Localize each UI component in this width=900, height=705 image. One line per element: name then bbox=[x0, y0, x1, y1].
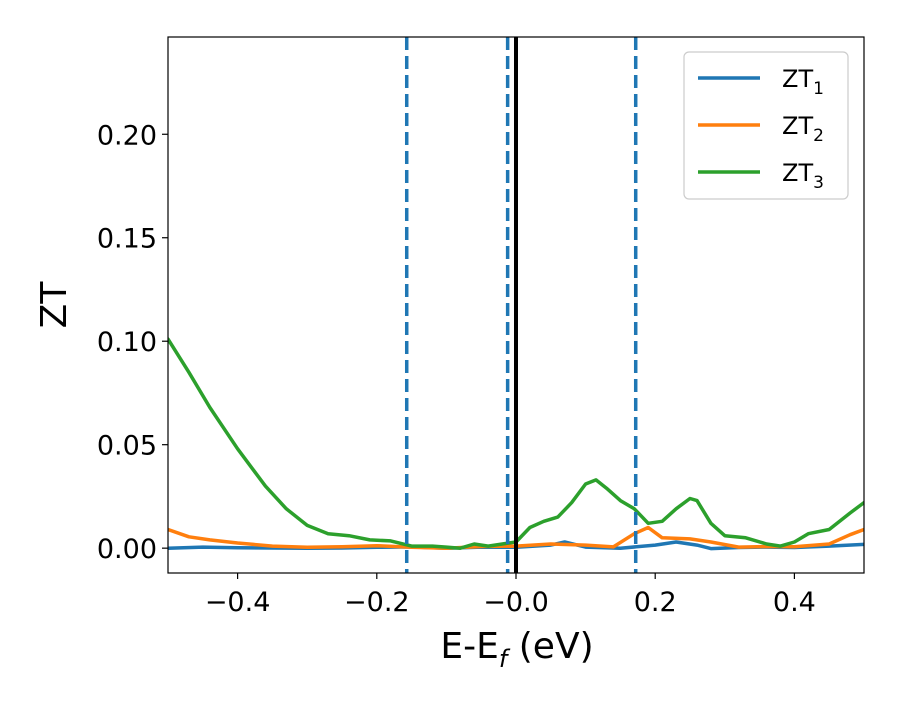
y-tick-label: 0.05 bbox=[97, 431, 157, 462]
x-tick-label: 0.4 bbox=[773, 587, 816, 618]
series-line-zt2 bbox=[168, 525, 864, 550]
x-axis: −0.4 −0.2 −0.0 0.2 0.4 bbox=[205, 573, 816, 618]
y-tick-label: 0.15 bbox=[97, 224, 157, 255]
legend-box bbox=[683, 51, 849, 200]
plot-area bbox=[168, 37, 864, 573]
x-tick-label: −0.2 bbox=[344, 587, 410, 618]
y-axis-title: ZT bbox=[34, 281, 75, 329]
x-axis-title-main: E-E bbox=[440, 626, 498, 667]
legend-label-zt3: ZT3 bbox=[782, 159, 824, 193]
x-tick-label: −0.4 bbox=[205, 587, 271, 618]
y-tick-label: 0.20 bbox=[97, 120, 157, 151]
x-tick-label: 0.2 bbox=[634, 587, 677, 618]
legend-label-zt1: ZT1 bbox=[782, 65, 824, 99]
x-axis-title: E-Ef (eV) bbox=[440, 626, 593, 673]
legend: ZT1 ZT2 ZT3 bbox=[683, 51, 849, 200]
x-axis-title-unit: (eV) bbox=[507, 626, 593, 667]
y-tick-label: 0.10 bbox=[97, 327, 157, 358]
series-line-zt3 bbox=[168, 337, 864, 550]
legend-label-zt2: ZT2 bbox=[782, 112, 824, 146]
x-tick-label: −0.0 bbox=[483, 587, 549, 618]
y-tick-label: 0.00 bbox=[97, 534, 157, 565]
y-axis: 0.00 0.05 0.10 0.15 0.20 bbox=[97, 120, 168, 565]
